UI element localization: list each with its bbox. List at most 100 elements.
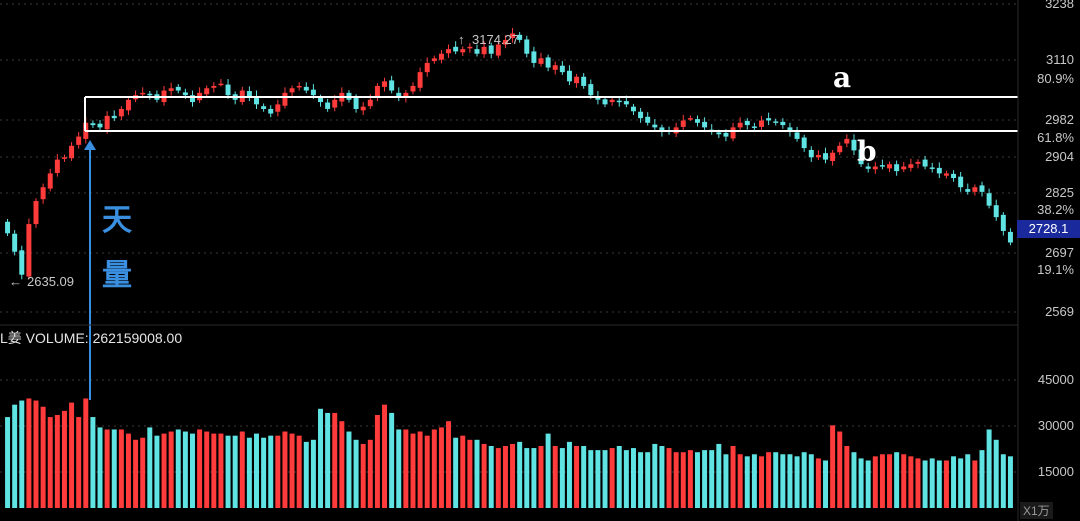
candle-body xyxy=(261,106,267,109)
volume-bar xyxy=(502,446,508,508)
volume-bar xyxy=(182,431,188,508)
volume-bar xyxy=(652,443,658,508)
candle-body xyxy=(766,118,772,121)
arrow-head-icon xyxy=(84,140,96,150)
volume-bar xyxy=(211,433,217,508)
volume-bar xyxy=(424,435,430,508)
volume-bar xyxy=(595,450,601,508)
volume-axis: 45000 30000 15000 xyxy=(1038,372,1074,479)
candle-body xyxy=(566,70,572,82)
candle-body xyxy=(282,92,288,106)
candle-body xyxy=(844,138,850,144)
volume-bar xyxy=(19,400,25,508)
volume-bar xyxy=(972,460,978,508)
volume-bar xyxy=(844,446,850,508)
volume-unit: X1万 xyxy=(1020,502,1053,519)
volume-bar xyxy=(879,454,885,508)
candle-body xyxy=(467,46,473,49)
candle-body xyxy=(609,99,615,103)
volume-bar xyxy=(111,429,117,508)
volume-bar xyxy=(645,452,651,508)
candle-body xyxy=(275,104,281,112)
candle-body xyxy=(360,106,366,111)
candle-body xyxy=(182,92,188,96)
volume-bar xyxy=(97,427,103,508)
candle-body xyxy=(780,121,786,126)
volume-bar xyxy=(318,408,324,508)
volume-bar xyxy=(133,439,139,508)
volume-bar xyxy=(339,421,345,508)
candle-body xyxy=(630,106,636,112)
candle-body xyxy=(111,115,117,119)
volume-bar xyxy=(801,452,807,508)
candle-body xyxy=(645,116,651,123)
candle-body xyxy=(189,95,195,103)
volume-bar xyxy=(360,443,366,508)
candle-body xyxy=(993,205,999,218)
candle-body xyxy=(815,155,821,158)
volume-bar xyxy=(396,429,402,508)
candle-body xyxy=(823,153,829,160)
volume-bar xyxy=(616,446,622,508)
volume-bar xyxy=(61,410,67,508)
volume-bar xyxy=(125,433,131,508)
candle-body xyxy=(759,120,764,127)
volume-bar xyxy=(118,429,124,508)
candle-body xyxy=(168,88,174,92)
volume-bar xyxy=(54,415,60,508)
volume-bar xyxy=(965,454,971,508)
candle-body xyxy=(901,166,907,170)
volume-bar xyxy=(510,443,516,508)
volume-bar xyxy=(759,456,764,508)
candle-body xyxy=(659,127,665,132)
candle-body xyxy=(751,126,757,128)
volume-bar xyxy=(26,398,32,508)
candle-body xyxy=(175,86,181,91)
support-resistance-lines: a b xyxy=(84,61,1018,168)
candle-body xyxy=(424,62,430,73)
volume-bar xyxy=(851,452,857,508)
volume-bar xyxy=(303,441,309,508)
candle-body xyxy=(246,91,252,98)
candle-body xyxy=(794,132,800,139)
candle-body xyxy=(737,122,743,128)
candle-body xyxy=(531,51,537,63)
volume-tick-label: 15000 xyxy=(1038,464,1074,479)
price-tick-label: 2569 xyxy=(1045,304,1074,319)
volume-bar xyxy=(332,412,338,508)
volume-bar xyxy=(559,448,565,508)
volume-bar xyxy=(154,435,160,508)
candle-body xyxy=(837,145,843,153)
fib-tick-label: 80.9% xyxy=(1037,71,1074,86)
candle-body xyxy=(559,65,565,73)
candle-body xyxy=(908,164,914,168)
volume-bar xyxy=(609,448,615,508)
candle-body xyxy=(104,115,110,130)
candle-body xyxy=(26,224,32,277)
volume-bar xyxy=(69,402,75,508)
candle-body xyxy=(438,53,444,60)
volume-bar xyxy=(943,460,949,508)
price-labels: 3174.27 ↑ 2635.09 ← xyxy=(9,32,519,289)
candle-body xyxy=(69,145,75,159)
price-tick-label: 2982 xyxy=(1045,112,1074,127)
candle-body xyxy=(389,80,395,91)
candle-body xyxy=(19,250,25,275)
volume-bar xyxy=(794,456,800,508)
fib-tick-label: 61.8% xyxy=(1037,130,1074,145)
volume-bar xyxy=(574,446,580,508)
label-a: a xyxy=(833,61,851,94)
volume-bar xyxy=(168,431,174,508)
volume-bar xyxy=(936,460,942,508)
candle-body xyxy=(12,233,18,252)
volume-bar xyxy=(979,450,985,508)
candle-body xyxy=(694,119,700,123)
high-marker-icon: ↑ xyxy=(458,32,465,47)
volume-bar xyxy=(830,425,836,508)
volume-bar xyxy=(83,398,89,508)
candle-body xyxy=(517,34,523,40)
volume-bar xyxy=(460,435,466,508)
candle-body xyxy=(922,159,928,167)
volume-bar xyxy=(687,450,693,508)
